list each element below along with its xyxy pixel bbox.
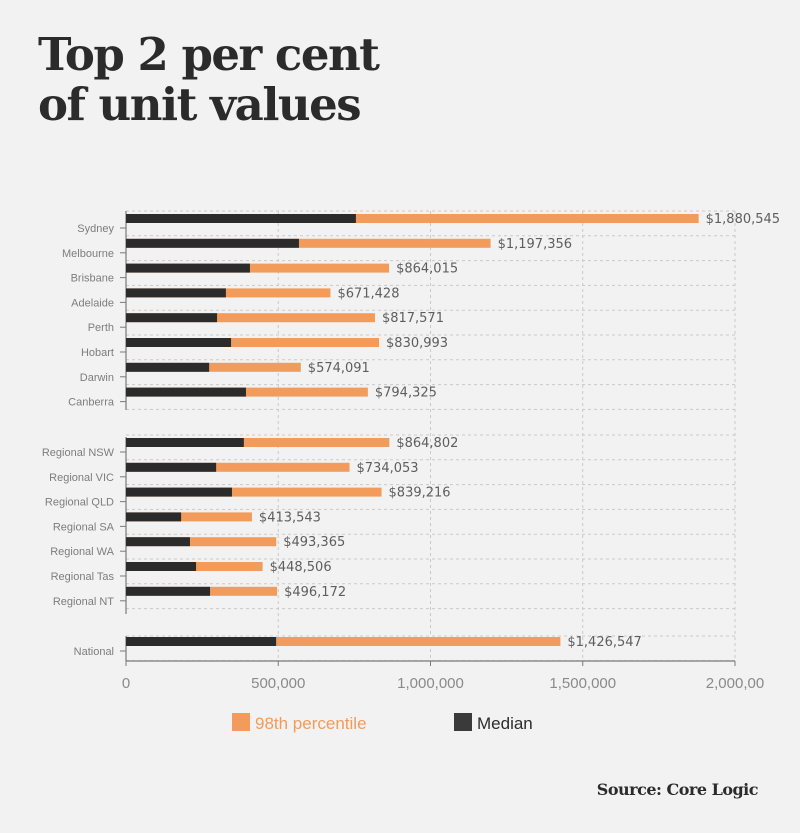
bar-median	[126, 562, 197, 571]
data-label: $1,197,356	[498, 237, 572, 252]
category-label: Canberra	[68, 397, 115, 409]
bar-98th-percentile	[126, 387, 368, 397]
category-label: Regional SA	[53, 521, 115, 533]
category-label: Regional NSW	[42, 447, 115, 459]
bar-98th-percentile	[126, 338, 380, 347]
bar-98th-percentile	[126, 263, 390, 273]
category-label: Regional NT	[53, 596, 114, 608]
category-label: Sydney	[77, 223, 114, 235]
bar-98th-percentile	[126, 512, 252, 522]
category-label: Brisbane	[71, 273, 114, 285]
data-label: $817,571	[382, 311, 444, 326]
bar-median	[126, 214, 356, 223]
bar-median	[126, 487, 232, 497]
data-label: $794,325	[375, 386, 437, 401]
bar-median	[126, 586, 211, 596]
bar-median	[126, 462, 217, 472]
data-label: $830,993	[386, 336, 448, 351]
bar-98th-percentile	[126, 362, 301, 372]
title-line-1: Top 2 per cent	[38, 28, 380, 81]
data-label: $448,506	[270, 560, 332, 575]
chart-title: Top 2 per cent of unit values	[38, 28, 380, 131]
data-label: $864,802	[396, 436, 458, 451]
category-label: Melbourne	[62, 248, 114, 260]
bar-98th-percentile	[126, 462, 350, 472]
bar-98th-percentile	[126, 537, 277, 547]
data-label: $671,428	[337, 286, 399, 301]
data-label: $1,880,545	[706, 212, 780, 227]
bar-median	[126, 438, 244, 447]
x-tick-label: 1,500,000	[549, 675, 616, 692]
data-label: $496,172	[284, 585, 346, 600]
bar-98th-percentile	[126, 288, 331, 298]
source-credit: Source: Core Logic	[596, 780, 759, 799]
bar-98th-percentile	[126, 238, 491, 248]
bar-median	[126, 537, 190, 547]
legend-swatch-98th-percentile	[232, 713, 250, 731]
x-tick-label: 0	[122, 675, 130, 692]
bar-median	[126, 387, 246, 397]
bar-median	[126, 313, 218, 323]
bar-98th-percentile	[126, 214, 699, 223]
data-label: $1,426,547	[567, 635, 641, 650]
category-label: Regional WA	[50, 546, 114, 558]
x-tick-label: 1,000,000	[397, 675, 464, 692]
data-label: $574,091	[308, 361, 370, 376]
bar-median	[126, 288, 226, 298]
bar-median	[126, 263, 250, 273]
bar-98th-percentile	[126, 637, 561, 646]
category-label: Regional Tas	[51, 571, 115, 583]
category-label: Perth	[88, 322, 114, 334]
bar-median	[126, 238, 299, 248]
bar-98th-percentile	[126, 487, 382, 497]
x-tick-label: 2,000,00	[706, 675, 764, 692]
category-label: Regional QLD	[45, 497, 114, 509]
bar-median	[126, 338, 232, 347]
category-label: Regional VIC	[49, 472, 114, 484]
data-label: $413,543	[259, 510, 321, 525]
legend-swatch-median	[454, 713, 472, 731]
legend-label-median: Median	[477, 714, 533, 733]
category-label: Adelaide	[71, 297, 114, 309]
data-label: $734,053	[357, 461, 419, 476]
bar-median	[126, 362, 210, 372]
category-label: Hobart	[81, 347, 114, 359]
bar-98th-percentile	[126, 313, 375, 323]
data-label: $839,216	[389, 486, 451, 501]
category-label: Darwin	[80, 372, 114, 384]
data-label: $493,365	[283, 535, 345, 550]
bar-median	[126, 637, 277, 646]
x-tick-label: 500,000	[251, 675, 305, 692]
category-label: National	[74, 646, 114, 658]
bar-median	[126, 512, 182, 522]
legend-label-98th-percentile: 98th percentile	[255, 714, 367, 733]
data-label: $864,015	[396, 262, 458, 277]
title-line-2: of unit values	[38, 78, 362, 131]
bar-98th-percentile	[126, 438, 390, 447]
